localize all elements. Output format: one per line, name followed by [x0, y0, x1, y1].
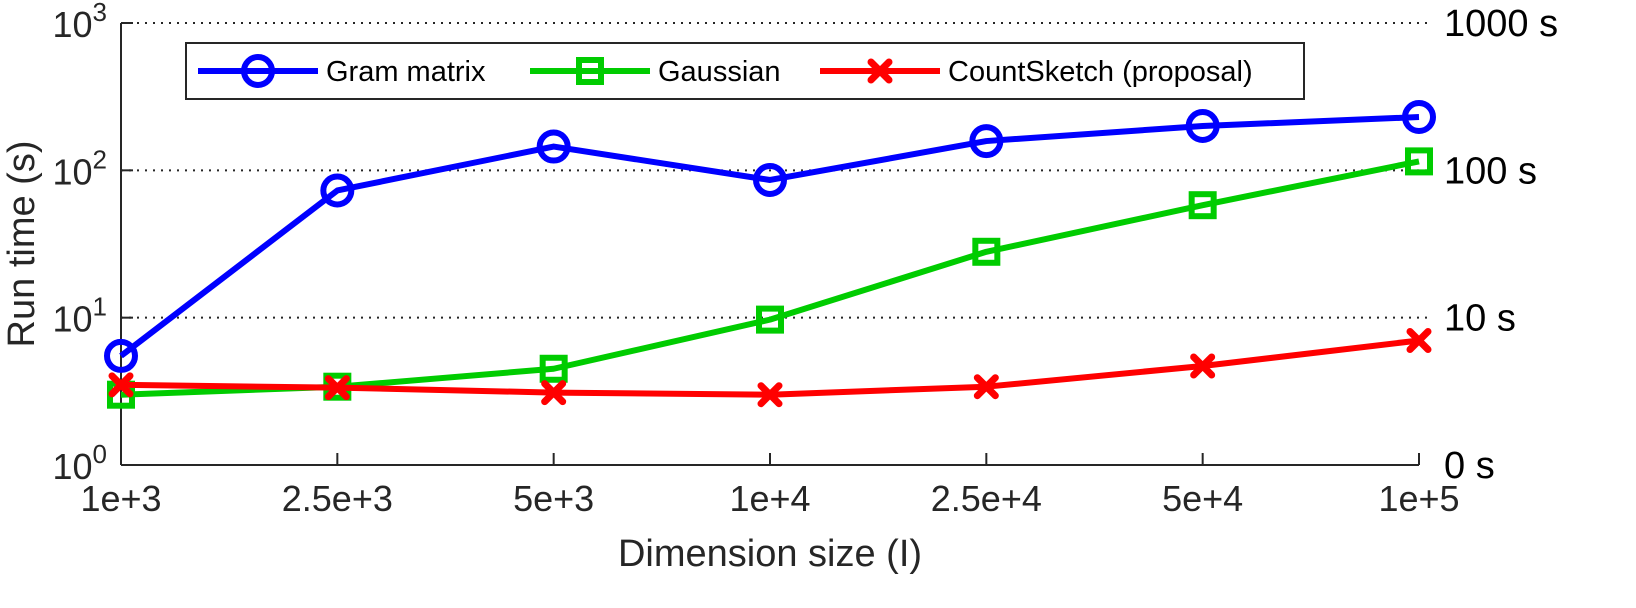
axes — [120, 22, 1420, 466]
circle-marker — [104, 338, 138, 373]
circle-marker — [241, 54, 275, 88]
x-tick-label: 1e+4 — [729, 478, 810, 519]
circle-marker — [320, 173, 355, 208]
x-tick-label: 2.5e+4 — [931, 478, 1042, 519]
x-marker — [541, 380, 567, 406]
series-circle — [104, 100, 1436, 373]
x-tick-label: 5e+3 — [513, 478, 594, 519]
legend-label: Gram matrix — [326, 56, 486, 88]
x-marker — [108, 372, 134, 398]
y-axis-title: Run time (s) — [1, 141, 43, 348]
x-marker — [1190, 353, 1216, 379]
x-tick-label: 1e+5 — [1378, 478, 1459, 519]
circle-marker — [1402, 100, 1436, 135]
square-marker — [756, 305, 784, 334]
y-tick-label: 103 — [52, 0, 107, 45]
square-marker — [576, 57, 604, 85]
series-group — [104, 100, 1436, 409]
x-marker — [324, 375, 350, 401]
right-value-label: 1000 s — [1444, 3, 1558, 45]
circle-marker — [536, 129, 571, 164]
right-value-label: 100 s — [1444, 150, 1537, 192]
series-x — [108, 327, 1432, 408]
x-marker — [1406, 327, 1432, 353]
x-marker — [757, 382, 783, 408]
square-marker — [539, 354, 568, 383]
square-marker — [972, 237, 1001, 266]
x-tick-label: 5e+4 — [1162, 478, 1243, 519]
circle-marker — [1185, 108, 1220, 143]
series-line — [120, 337, 1420, 398]
series-square — [107, 147, 1433, 409]
right-value-label: 0 s — [1444, 445, 1495, 487]
x-marker — [973, 374, 999, 400]
legend: Gram matrix Gaussian CountSketch (proposal… — [185, 42, 1305, 100]
y-tick-label: 100 — [52, 439, 107, 487]
x-marker — [867, 58, 893, 84]
right-value-label: 10 s — [1444, 298, 1516, 340]
tick-labels: 100 101 102 103 1e+3 2.5e+3 5e+3 1e+4 2.5e+4 5e+4… — [1, 0, 1558, 575]
x-tick-label: 1e+3 — [80, 478, 161, 519]
square-marker — [1405, 147, 1433, 176]
x-axis-title: Dimension size (I) — [618, 533, 922, 575]
square-marker — [1188, 191, 1217, 220]
y-tick-label: 101 — [52, 292, 107, 340]
legend-box — [185, 42, 1305, 100]
y-tick-label: 102 — [52, 144, 107, 192]
legend-label: CountSketch (proposal) — [948, 56, 1253, 88]
circle-marker — [753, 162, 787, 197]
x-tick-label: 2.5e+3 — [282, 478, 393, 519]
circle-marker — [969, 124, 1004, 159]
series-line — [119, 114, 1420, 359]
legend-label: Gaussian — [658, 56, 781, 88]
